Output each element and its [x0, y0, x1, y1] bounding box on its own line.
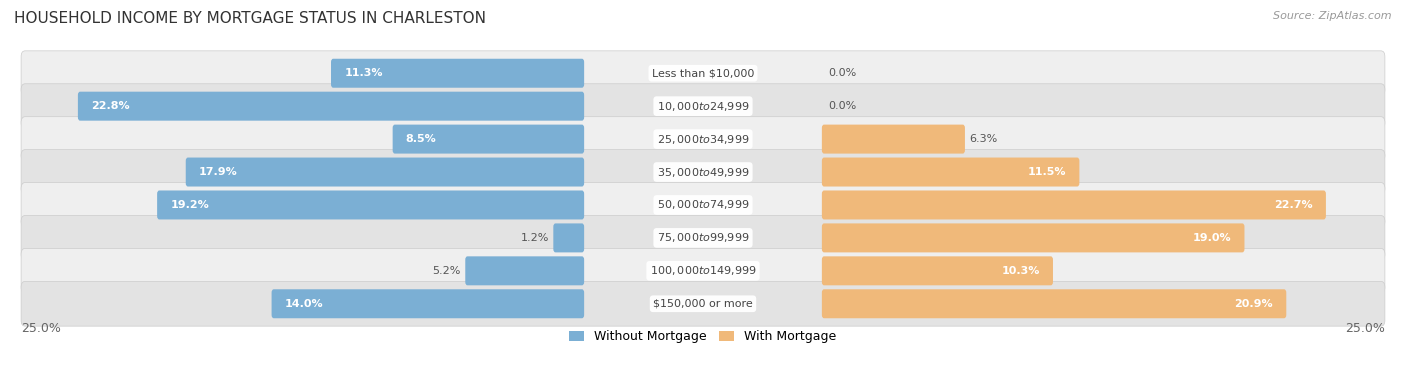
FancyBboxPatch shape	[186, 158, 583, 187]
FancyBboxPatch shape	[21, 281, 1385, 326]
Text: 11.5%: 11.5%	[1028, 167, 1066, 177]
FancyBboxPatch shape	[392, 125, 583, 153]
Text: $35,000 to $49,999: $35,000 to $49,999	[657, 166, 749, 179]
Text: 25.0%: 25.0%	[1346, 322, 1385, 335]
Text: $10,000 to $24,999: $10,000 to $24,999	[657, 100, 749, 113]
Text: Less than $10,000: Less than $10,000	[652, 68, 754, 78]
Text: $25,000 to $34,999: $25,000 to $34,999	[657, 133, 749, 146]
Text: 11.3%: 11.3%	[344, 68, 382, 78]
Text: 6.3%: 6.3%	[969, 134, 998, 144]
FancyBboxPatch shape	[21, 248, 1385, 293]
Text: Source: ZipAtlas.com: Source: ZipAtlas.com	[1274, 11, 1392, 21]
Text: 5.2%: 5.2%	[433, 266, 461, 276]
FancyBboxPatch shape	[823, 224, 1244, 252]
Text: 0.0%: 0.0%	[828, 101, 856, 111]
Legend: Without Mortgage, With Mortgage: Without Mortgage, With Mortgage	[564, 325, 842, 348]
Text: 8.5%: 8.5%	[406, 134, 437, 144]
FancyBboxPatch shape	[157, 190, 583, 219]
Text: 19.2%: 19.2%	[170, 200, 209, 210]
FancyBboxPatch shape	[823, 190, 1326, 219]
FancyBboxPatch shape	[823, 256, 1053, 285]
FancyBboxPatch shape	[271, 289, 583, 318]
FancyBboxPatch shape	[77, 92, 583, 121]
Text: 22.7%: 22.7%	[1274, 200, 1313, 210]
Text: 20.9%: 20.9%	[1234, 299, 1272, 309]
Text: 10.3%: 10.3%	[1001, 266, 1040, 276]
FancyBboxPatch shape	[330, 59, 583, 88]
Text: $100,000 to $149,999: $100,000 to $149,999	[650, 264, 756, 277]
Text: $50,000 to $74,999: $50,000 to $74,999	[657, 198, 749, 211]
FancyBboxPatch shape	[823, 158, 1080, 187]
Text: 17.9%: 17.9%	[200, 167, 238, 177]
Text: $150,000 or more: $150,000 or more	[654, 299, 752, 309]
FancyBboxPatch shape	[554, 224, 583, 252]
Text: 19.0%: 19.0%	[1192, 233, 1232, 243]
Text: 1.2%: 1.2%	[520, 233, 548, 243]
Text: 14.0%: 14.0%	[285, 299, 323, 309]
FancyBboxPatch shape	[21, 117, 1385, 161]
FancyBboxPatch shape	[21, 84, 1385, 129]
FancyBboxPatch shape	[21, 150, 1385, 195]
FancyBboxPatch shape	[21, 51, 1385, 96]
FancyBboxPatch shape	[823, 289, 1286, 318]
Text: $75,000 to $99,999: $75,000 to $99,999	[657, 231, 749, 244]
FancyBboxPatch shape	[21, 216, 1385, 260]
Text: 25.0%: 25.0%	[21, 322, 60, 335]
FancyBboxPatch shape	[465, 256, 583, 285]
Text: HOUSEHOLD INCOME BY MORTGAGE STATUS IN CHARLESTON: HOUSEHOLD INCOME BY MORTGAGE STATUS IN C…	[14, 11, 486, 26]
Text: 22.8%: 22.8%	[91, 101, 129, 111]
Text: 0.0%: 0.0%	[828, 68, 856, 78]
FancyBboxPatch shape	[21, 182, 1385, 227]
FancyBboxPatch shape	[823, 125, 965, 153]
